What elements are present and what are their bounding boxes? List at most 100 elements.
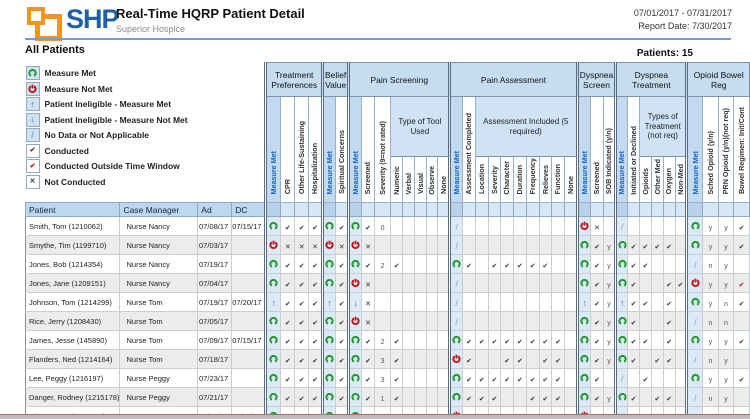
case-manager-cell: Nurse Peggy	[119, 387, 199, 408]
measure-met-icon	[452, 260, 461, 268]
data-cell: ↑	[321, 292, 337, 313]
yn-value: y	[607, 339, 611, 347]
measure-met-icon	[452, 336, 461, 344]
data-cell	[437, 368, 451, 389]
conducted-check-icon: ✔	[365, 339, 371, 347]
ineligible-met-icon: ↑	[25, 97, 40, 112]
conducted-check-icon: ✔	[393, 377, 400, 385]
data-cell	[650, 368, 664, 389]
data-cell: ✔	[361, 349, 375, 370]
conducted-check-icon: ✔	[466, 339, 472, 347]
yn-value: y	[724, 358, 728, 366]
data-cell	[525, 311, 540, 332]
data-cell: ✕	[294, 235, 310, 256]
data-cell	[347, 216, 363, 237]
conducted-check-icon: ✔	[555, 396, 562, 404]
measure-not-met-icon	[28, 84, 37, 93]
data-cell: ✔	[551, 349, 565, 370]
header-filler-cell	[602, 202, 617, 218]
shp-logo-text: SHP	[66, 4, 120, 34]
conducted-check-icon: ✔	[594, 244, 600, 252]
legend-label: Not Conducted	[44, 176, 106, 187]
yn-value: n	[724, 301, 728, 309]
column-header: Character	[500, 155, 515, 204]
measure-not-met-icon	[691, 278, 700, 288]
conducted-check-icon: ✔	[298, 301, 305, 309]
data-cell	[373, 311, 392, 332]
conducted-check-icon: ✔	[466, 263, 472, 271]
admit-date-cell: 07/23/17	[197, 368, 233, 389]
conducted-check-icon: ✔	[504, 377, 511, 385]
data-cell	[551, 273, 565, 294]
conducted-check-icon: ✔	[298, 396, 305, 404]
conducted-check-icon: ✔	[312, 225, 318, 233]
column-header: Opioids	[639, 155, 652, 204]
conducted-check-icon: ✔	[594, 358, 600, 366]
admit-date-cell: 07/03/17	[197, 235, 233, 256]
case-manager-cell: Nurse Nancy	[119, 273, 199, 294]
data-cell: ✔	[500, 330, 515, 351]
data-cell: ✔	[538, 387, 553, 408]
patient-name-cell: Flanders, Ned (1214164)	[24, 349, 121, 370]
not-conducted-x-icon: ✕	[25, 174, 40, 189]
data-cell	[448, 368, 464, 389]
data-cell: ✔	[294, 292, 310, 313]
conducted-check-icon: ✔	[654, 358, 661, 366]
measure-met-icon	[691, 241, 700, 249]
conducted-check-icon: ✔	[284, 396, 291, 404]
data-cell: ✔	[361, 330, 375, 351]
severity-value: 3	[380, 377, 385, 385]
column-header: Screened	[361, 95, 375, 204]
data-cell: ✔	[294, 216, 310, 237]
conducted-check-icon: ✔	[630, 339, 637, 347]
data-cell: ✔	[650, 349, 664, 370]
measure-met-icon	[351, 336, 360, 344]
yn-value: y	[724, 263, 728, 271]
conducted-check-icon: ✔	[466, 377, 472, 385]
data-cell: ✔	[513, 330, 527, 351]
measure-met-icon	[325, 279, 334, 287]
header-filler-cell	[425, 202, 439, 218]
data-cell: ✔	[590, 235, 604, 256]
conducted-check-icon: ✔	[630, 301, 637, 309]
column-header: Screened	[590, 95, 604, 204]
column-header: PRN Opioid (y/n)(not req)	[717, 95, 735, 204]
data-cell: ✔	[294, 254, 310, 275]
data-cell	[448, 330, 464, 351]
column-header: Hospitalization	[308, 95, 324, 204]
data-cell: ✕	[361, 235, 375, 256]
data-cell	[733, 387, 750, 408]
na-slash-icon: /	[455, 279, 459, 291]
data-cell: /	[448, 273, 464, 294]
header-filler-cell	[462, 202, 476, 218]
data-cell	[448, 254, 464, 275]
page-title: Real-Time HQRP Patient Detail	[116, 6, 305, 21]
data-cell	[402, 387, 415, 408]
data-cell: ✔	[390, 368, 404, 389]
patient-row: Smith, Tom (1210062) Nurse Nancy 07/08/17 0…	[24, 216, 750, 237]
measure-met-icon	[618, 336, 627, 344]
not-conducted-x-icon: ✕	[284, 244, 291, 252]
data-cell: ✔	[474, 387, 489, 408]
data-cell	[474, 273, 489, 294]
data-cell	[614, 330, 629, 351]
legend-item: / No Data or Not Applicable	[25, 128, 265, 144]
data-cell	[575, 311, 592, 332]
data-cell	[538, 292, 553, 313]
data-cell: ✔	[361, 216, 375, 237]
conducted-check-icon: ✔	[504, 339, 511, 347]
data-cell: ✔	[462, 254, 476, 275]
data-cell: ✔	[294, 311, 310, 332]
column-header: Assessment Completed	[462, 95, 476, 204]
patient-row: Danger, Rodney (1215178) Nurse Peggy 07/21…	[24, 387, 750, 408]
data-cell: ✔	[335, 311, 350, 332]
na-slash-icon: /	[694, 393, 697, 405]
ineligible-not-met-icon: ↓	[30, 114, 35, 125]
conducted-check-icon: ✔	[738, 301, 745, 309]
data-cell: ✔	[335, 273, 350, 294]
column-header: Duration	[513, 155, 527, 204]
header-filler-cell	[361, 202, 375, 218]
conducted-check-icon: ✔	[529, 263, 536, 271]
data-cell: ✔	[627, 292, 640, 313]
conducted-check-icon: ✔	[338, 396, 345, 404]
